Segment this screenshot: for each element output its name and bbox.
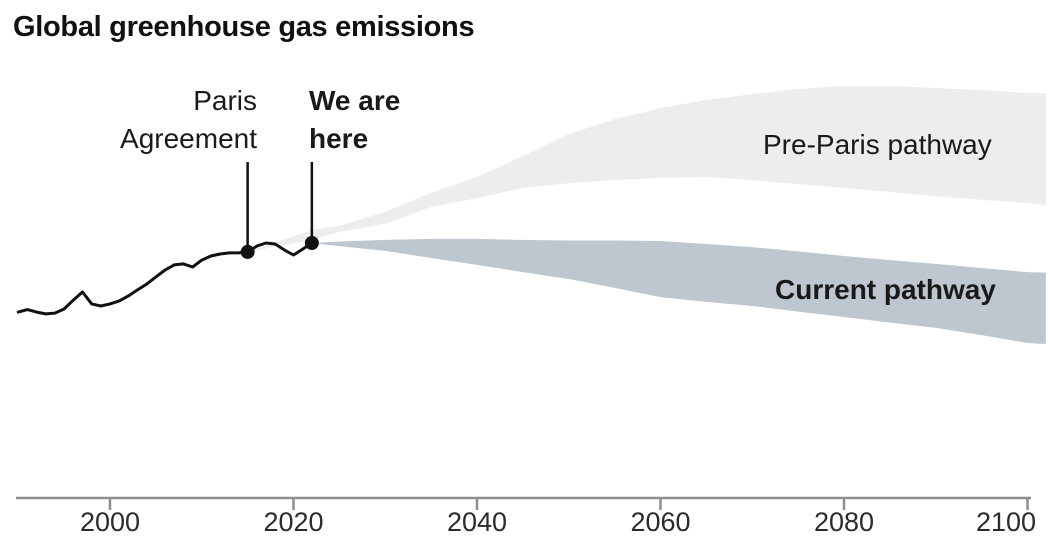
- current-pathway-band: [311, 238, 1046, 344]
- historical-emissions-line: [16, 241, 314, 316]
- pre-paris-pathway-band: [247, 85, 1046, 252]
- we-are-here-marker-dot: [304, 236, 319, 250]
- paris-agreement-marker-dot: [240, 244, 255, 259]
